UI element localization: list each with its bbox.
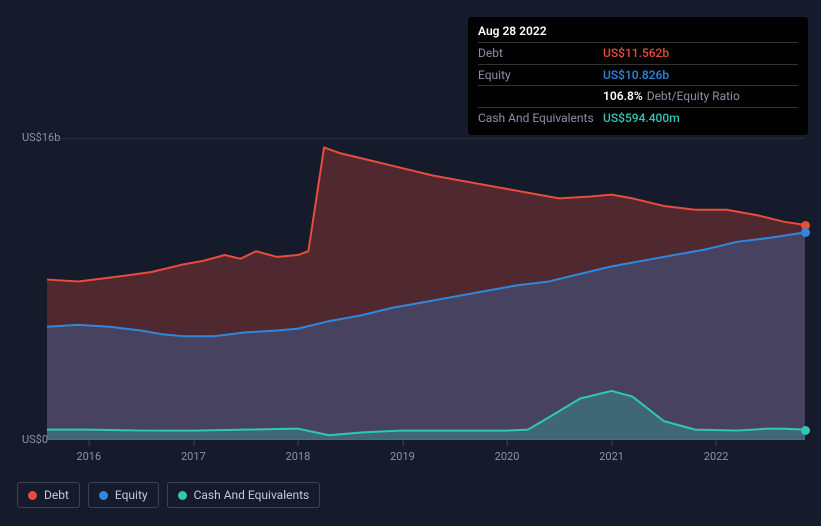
legend-label: Debt [44, 488, 69, 502]
tooltip-row-label: Equity [478, 67, 603, 84]
x-axis-tick: 2016 [76, 450, 101, 463]
legend-item[interactable]: Debt [17, 482, 80, 508]
legend: Debt Equity Cash And Equivalents [17, 482, 320, 508]
tooltip-date: Aug 28 2022 [478, 23, 798, 40]
series-end-marker [801, 426, 810, 435]
series-end-marker [801, 228, 810, 237]
legend-item[interactable]: Cash And Equivalents [167, 482, 321, 508]
chart-plot-area [17, 138, 805, 440]
legend-dot-icon [28, 491, 37, 500]
x-axis-tick: 2017 [181, 450, 206, 463]
tooltip-row-label: Debt [478, 45, 603, 62]
tooltip-row-label [478, 88, 603, 105]
legend-item[interactable]: Equity [88, 482, 159, 508]
legend-dot-icon [99, 491, 108, 500]
x-axis-tick: 2019 [390, 450, 415, 463]
tooltip-row-label: Cash And Equivalents [478, 110, 603, 127]
x-axis-tick: 2021 [599, 450, 624, 463]
x-axis-tick: 2022 [704, 450, 729, 463]
tooltip-row: Cash And EquivalentsUS$594.400m [478, 107, 798, 129]
tooltip-row: DebtUS$11.562b [478, 42, 798, 64]
x-axis-tick: 2020 [495, 450, 520, 463]
tooltip-ratio-label: Debt/Equity Ratio [647, 88, 740, 105]
tooltip-row-value: US$10.826b [603, 67, 669, 84]
x-axis-tick: 2018 [286, 450, 311, 463]
tooltip-row-value: US$11.562b [603, 45, 669, 62]
x-axis: 2016 2017 2018 2019 2020 2021 2022 [17, 450, 805, 470]
tooltip-row: 106.8%Debt/Equity Ratio [478, 85, 798, 107]
legend-dot-icon [178, 491, 187, 500]
tooltip-row: EquityUS$10.826b [478, 64, 798, 86]
tooltip-row-value: US$594.400m [603, 110, 680, 127]
legend-label: Cash And Equivalents [194, 488, 310, 502]
legend-label: Equity [115, 488, 148, 502]
chart-tooltip: Aug 28 2022 DebtUS$11.562bEquityUS$10.82… [468, 17, 808, 135]
tooltip-ratio-value: 106.8% [603, 88, 643, 105]
